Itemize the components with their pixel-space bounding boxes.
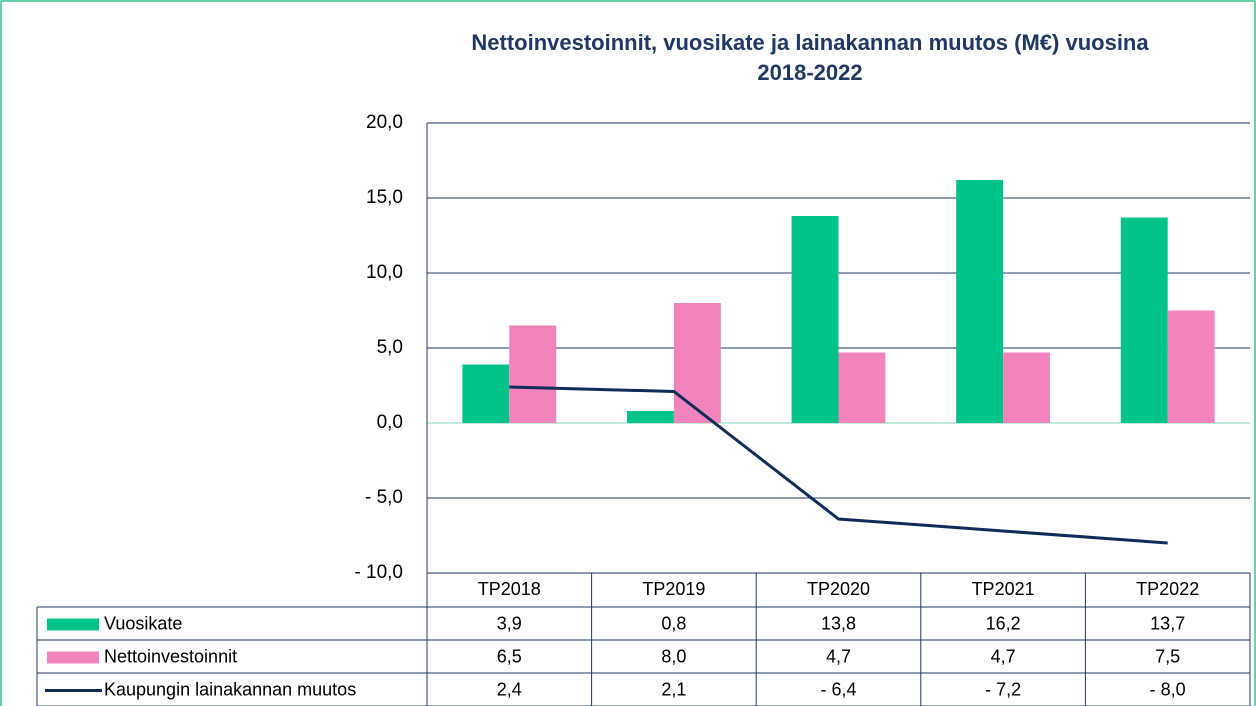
data-label: 2,4 xyxy=(497,679,522,699)
legend-label: Nettoinvestoinnit xyxy=(104,646,237,666)
bar xyxy=(791,216,839,423)
x-tick-label: TP2021 xyxy=(972,579,1035,599)
data-label: 13,7 xyxy=(1150,613,1185,633)
data-label: - 8,0 xyxy=(1150,679,1186,699)
chart-title: Nettoinvestoinnit, vuosikate ja lainakan… xyxy=(471,30,1149,85)
y-tick-label: 10,0 xyxy=(366,262,403,283)
data-label: 2,1 xyxy=(661,679,686,699)
legend-key xyxy=(47,618,99,631)
legend-key xyxy=(47,651,99,664)
x-tick-label: TP2019 xyxy=(642,579,705,599)
y-tick-label: 5,0 xyxy=(377,337,403,358)
bar xyxy=(673,303,721,423)
data-label: 13,8 xyxy=(821,613,856,633)
bar xyxy=(462,364,510,423)
x-tick-label: TP2018 xyxy=(478,579,541,599)
data-label: 4,7 xyxy=(991,646,1016,666)
x-tick-label: TP2022 xyxy=(1136,579,1199,599)
bar xyxy=(838,352,886,423)
data-label: 0,8 xyxy=(661,613,686,633)
bar xyxy=(1167,310,1215,423)
y-tick-label: 20,0 xyxy=(366,112,403,133)
bar xyxy=(509,325,557,423)
bar xyxy=(1120,217,1168,423)
y-tick-label: 15,0 xyxy=(366,187,403,208)
y-tick-label: 0,0 xyxy=(377,412,403,433)
bar xyxy=(1003,352,1051,423)
bar xyxy=(956,180,1004,423)
data-label: 8,0 xyxy=(661,646,686,666)
y-tick-label: - 10,0 xyxy=(354,562,403,583)
x-tick-label: TP2020 xyxy=(807,579,870,599)
legend-label: Kaupungin lainakannan muutos xyxy=(104,679,356,699)
bar xyxy=(626,411,674,423)
y-tick-label: - 5,0 xyxy=(365,487,403,508)
data-label: 7,5 xyxy=(1155,646,1180,666)
data-label: 6,5 xyxy=(497,646,522,666)
data-label: 16,2 xyxy=(986,613,1021,633)
data-label: - 6,4 xyxy=(820,679,856,699)
data-label: - 7,2 xyxy=(985,679,1021,699)
data-label: 4,7 xyxy=(826,646,851,666)
legend-label: Vuosikate xyxy=(104,613,182,633)
line-series xyxy=(509,385,1168,545)
data-label: 3,9 xyxy=(497,613,522,633)
